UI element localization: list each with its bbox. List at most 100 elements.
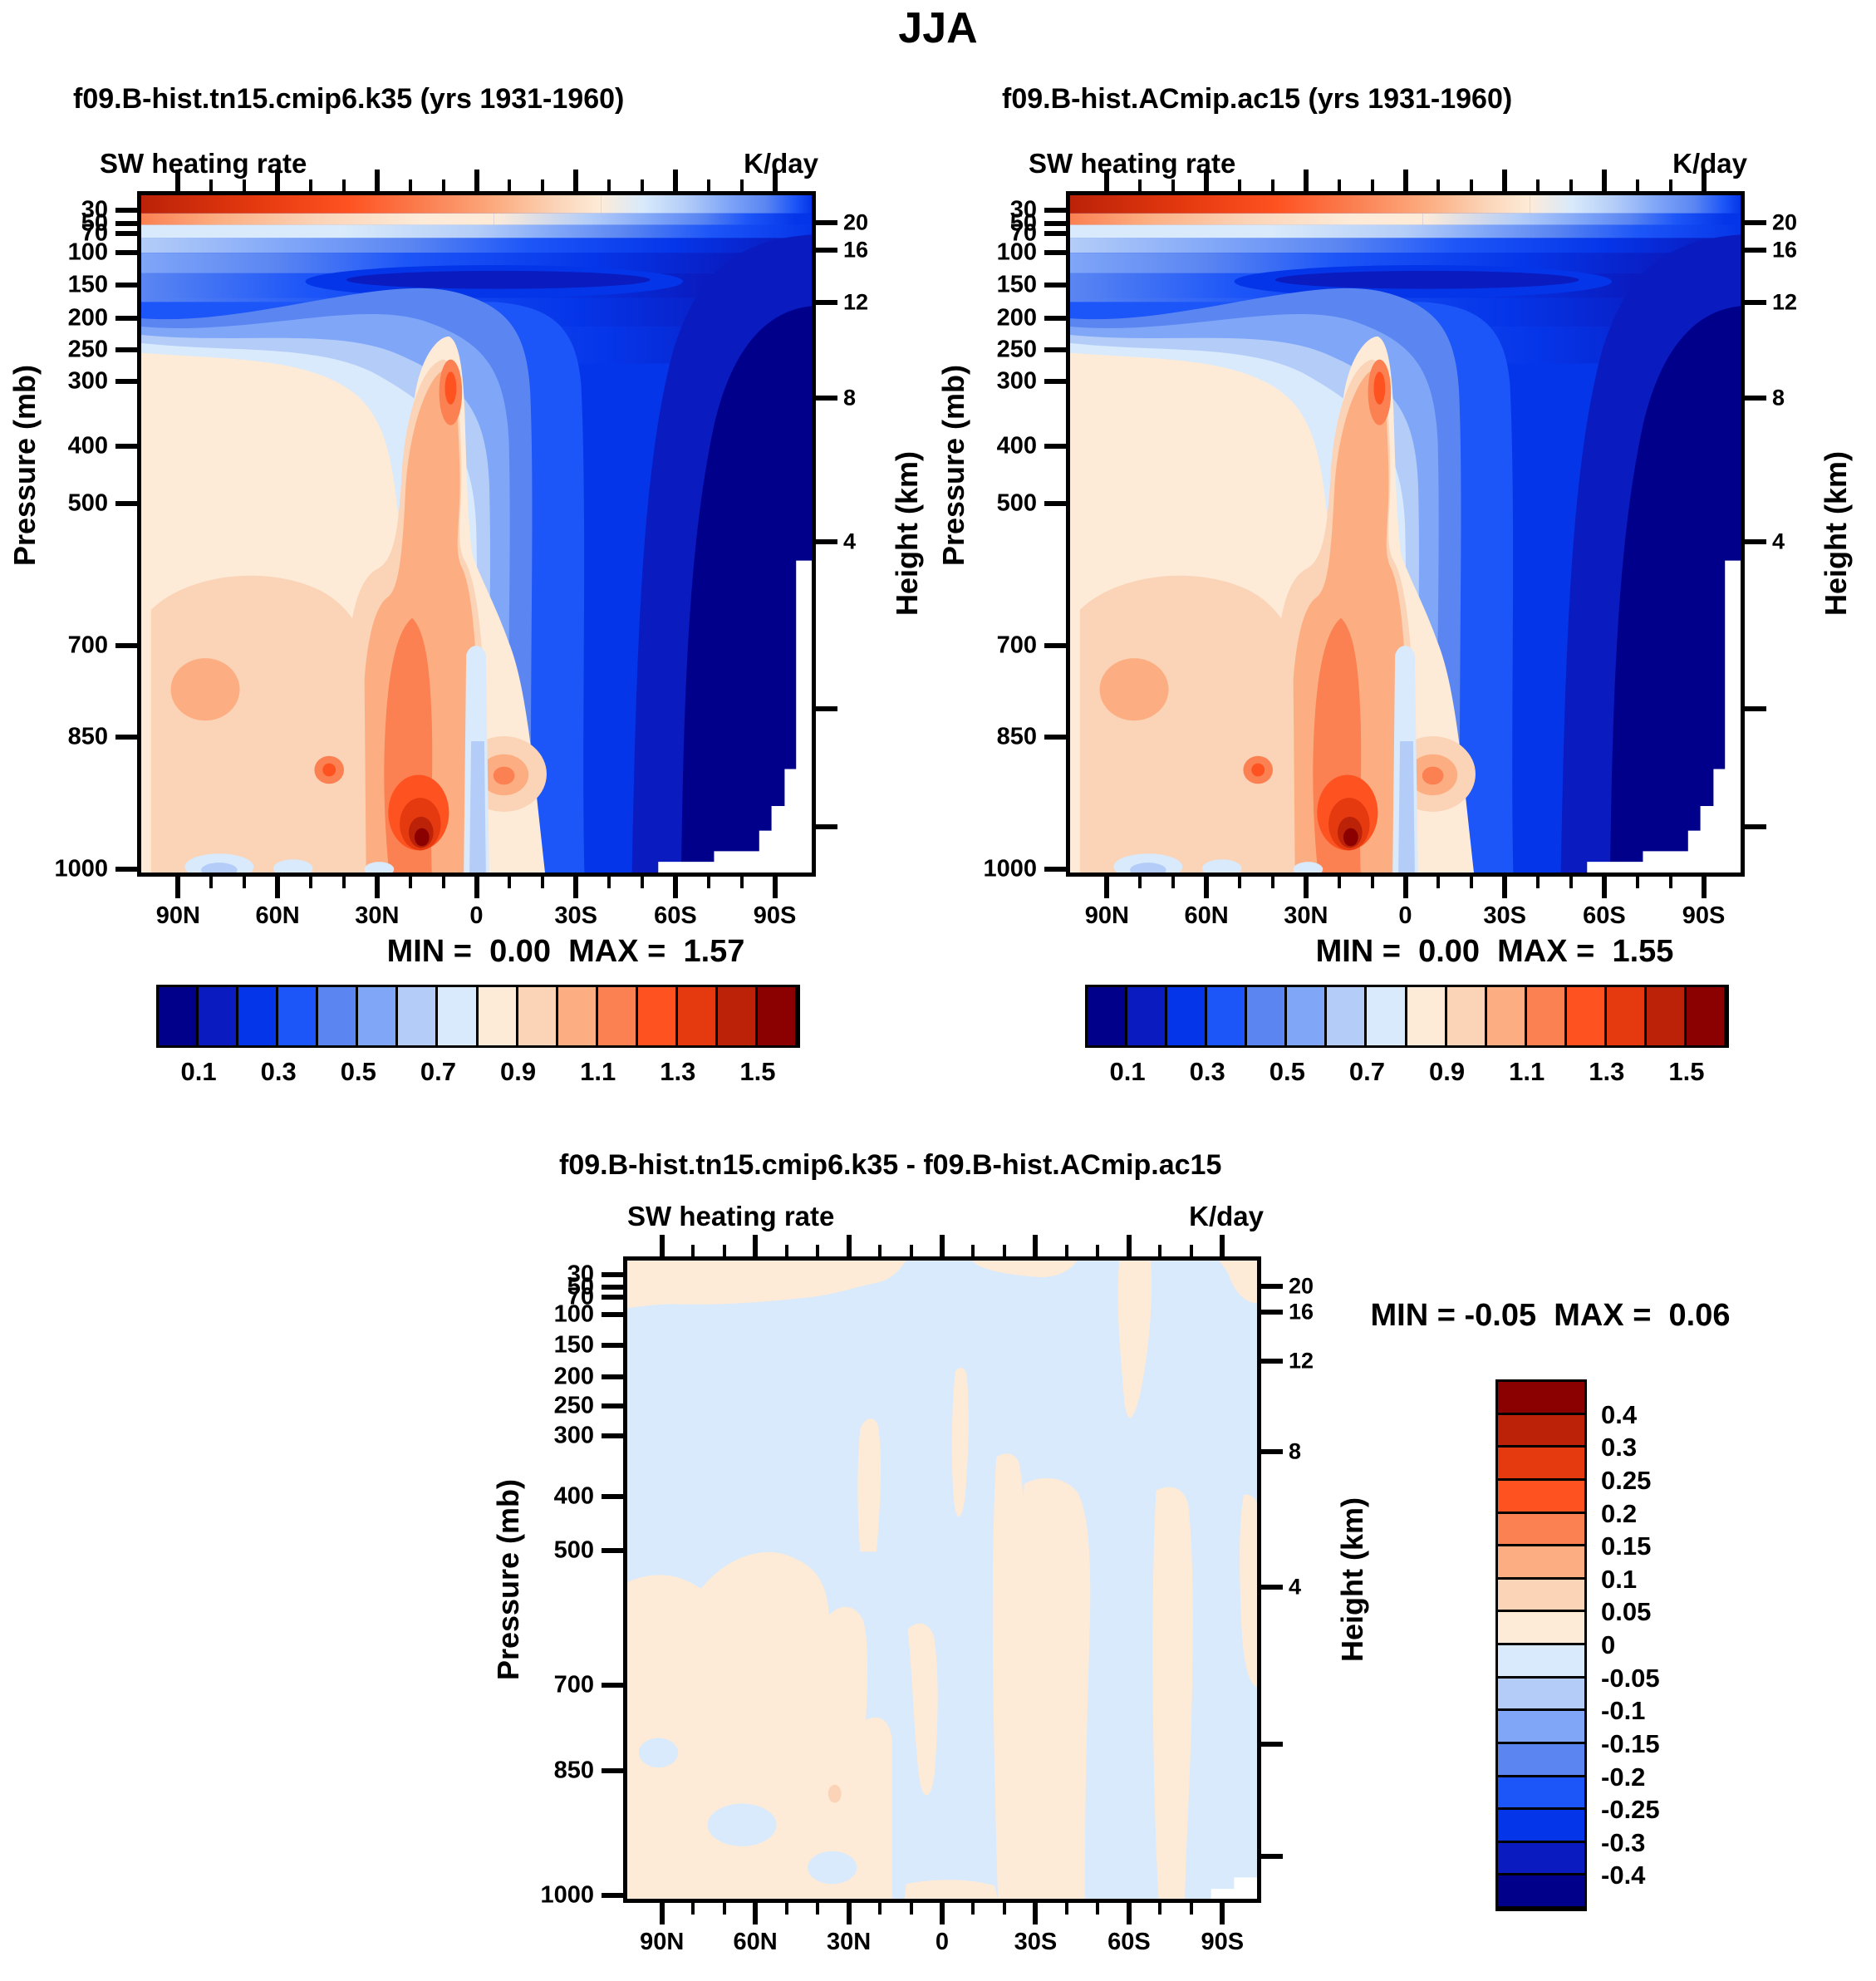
x-axis-major-tick-top <box>275 170 281 191</box>
x-axis-major-tick-top <box>1104 170 1110 191</box>
pressure-tick-label: 700 <box>553 1671 594 1698</box>
pressure-tick <box>1044 443 1066 449</box>
pressure-tick <box>1044 231 1066 237</box>
panel-b-subtitle-left: SW heating rate <box>1029 148 1236 179</box>
x-axis-minor-tick-top <box>1158 1245 1162 1256</box>
pressure-tick <box>1044 347 1066 352</box>
panel-diff-contour-plot: 90N 60N 30N 0 30S 60S 90S 30 50 70 100 150 200 250 300… <box>540 1235 1314 1955</box>
panel-diff-contour-field <box>627 1261 1257 1899</box>
x-axis-major-tick <box>1033 1903 1039 1924</box>
latitude-tick-label: 90N <box>1084 902 1129 929</box>
pressure-tick <box>1044 283 1066 288</box>
pressure-tick-label: 200 <box>67 304 108 332</box>
colorbar-tick-label: -0.2 <box>1601 1762 1646 1792</box>
x-axis-major-tick-top <box>1701 170 1707 191</box>
latitude-tick-label: 0 <box>1398 902 1412 929</box>
pressure-tick <box>115 642 137 648</box>
colorbar-cell <box>1498 1546 1584 1580</box>
colorbar-cell <box>1498 1513 1584 1547</box>
x-axis-major-tick <box>1502 877 1508 898</box>
colorbar-tick-label: 0.7 <box>1348 1057 1385 1086</box>
pressure-tick-label: 250 <box>996 336 1037 363</box>
height-tick-label: 20 <box>1772 209 1798 235</box>
x-axis-minor-tick-top <box>209 179 214 191</box>
pressure-tick <box>602 1893 623 1899</box>
pressure-tick-label: 500 <box>996 489 1037 517</box>
height-tick-label: 8 <box>1289 1438 1302 1464</box>
colorbar-tick-label: 1.3 <box>1589 1057 1625 1086</box>
height-tick <box>1745 248 1766 253</box>
latitude-tick-label: 30N <box>355 902 400 929</box>
x-axis-major-tick <box>1126 1903 1132 1924</box>
pressure-tick <box>602 1343 623 1349</box>
x-axis-minor-tick-top <box>1189 1245 1193 1256</box>
colorbar-cell <box>1498 1645 1584 1679</box>
colorbar-tick-label: 1.1 <box>580 1057 616 1086</box>
pressure-tick-label: 850 <box>67 723 108 750</box>
pressure-tick <box>115 231 137 237</box>
pressure-tick-label: 100 <box>67 238 108 266</box>
latitude-tick-label: 0 <box>935 1929 950 1955</box>
x-axis-minor-tick <box>1436 877 1441 888</box>
x-axis-minor-tick-top <box>1237 179 1241 191</box>
colorbar-tick-label: 0.15 <box>1601 1531 1652 1561</box>
x-axis-minor-tick-top <box>1171 179 1176 191</box>
x-axis-minor-tick <box>441 877 445 888</box>
x-axis-major-tick-top <box>1126 1235 1132 1256</box>
pressure-tick-label: 500 <box>67 489 108 517</box>
pressure-tick-label: 850 <box>553 1757 594 1784</box>
colorbar-cell <box>1498 1810 1584 1843</box>
x-axis-major-tick <box>573 877 579 898</box>
colorbar-cell <box>278 987 319 1045</box>
x-axis-minor-tick-top <box>308 179 312 191</box>
height-tick-label: 12 <box>1289 1348 1314 1374</box>
colorbar-cell <box>1498 1448 1584 1481</box>
x-axis-major-tick-top <box>672 170 678 191</box>
x-axis-minor-tick-top <box>1138 179 1142 191</box>
panel-a-minmax: MIN = 0.00 MAX = 1.57 <box>386 934 745 969</box>
x-axis-minor-tick-top <box>1569 179 1574 191</box>
pressure-tick <box>1044 379 1066 385</box>
latitude-tick-label: 30S <box>1014 1929 1058 1955</box>
x-axis-minor-tick-top <box>641 179 645 191</box>
x-axis-major-tick-top <box>1601 170 1607 191</box>
x-axis-major-tick <box>940 1903 945 1924</box>
colorbar-tick-label: 1.5 <box>739 1057 776 1086</box>
colorbar-cell <box>398 987 439 1045</box>
height-tick <box>1261 1585 1283 1590</box>
latitude-tick-label: 60S <box>1583 902 1626 929</box>
x-axis-major-tick-top <box>573 170 579 191</box>
colorbar-cell <box>1498 1414 1584 1448</box>
pressure-tick <box>602 1548 623 1554</box>
panel-a-contour-field <box>141 195 812 873</box>
panel-diff-minmax: MIN = -0.05 MAX = 0.06 <box>1370 1298 1731 1333</box>
height-tick <box>1261 1310 1283 1315</box>
colorbar-tick-label: 0.05 <box>1601 1597 1652 1627</box>
latitude-tick-label: 30S <box>1483 902 1526 929</box>
latitude-tick-label: 30S <box>554 902 597 929</box>
colorbar-cell <box>1606 987 1647 1045</box>
x-axis-minor-tick <box>641 877 645 888</box>
height-tick-label: 20 <box>843 209 869 235</box>
x-axis-minor-tick-top <box>1635 179 1639 191</box>
colorbar-tick-label: 1.1 <box>1509 1057 1545 1086</box>
colorbar-cell <box>159 987 199 1045</box>
colorbar-cell <box>1486 987 1527 1045</box>
x-axis-major-tick <box>275 877 281 898</box>
x-axis-minor-tick <box>1635 877 1639 888</box>
x-axis-major-tick <box>1220 1903 1225 1924</box>
x-axis-minor-tick-top <box>1337 179 1341 191</box>
pressure-tick <box>1044 316 1066 322</box>
colorbar-tick-label: 0.5 <box>1269 1057 1305 1086</box>
latitude-tick-label: 30N <box>826 1929 872 1955</box>
panel-a-subtitle-right: K/day <box>744 148 818 179</box>
colorbar-cell <box>1207 987 1248 1045</box>
pressure-tick <box>602 1285 623 1290</box>
pressure-tick-label: 500 <box>553 1536 594 1564</box>
latitude-tick-label: 60N <box>255 902 300 929</box>
x-axis-major-tick <box>175 877 181 898</box>
height-tick <box>1745 705 1766 711</box>
pressure-tick-label: 150 <box>553 1331 594 1359</box>
height-tick-label: 8 <box>843 385 857 410</box>
